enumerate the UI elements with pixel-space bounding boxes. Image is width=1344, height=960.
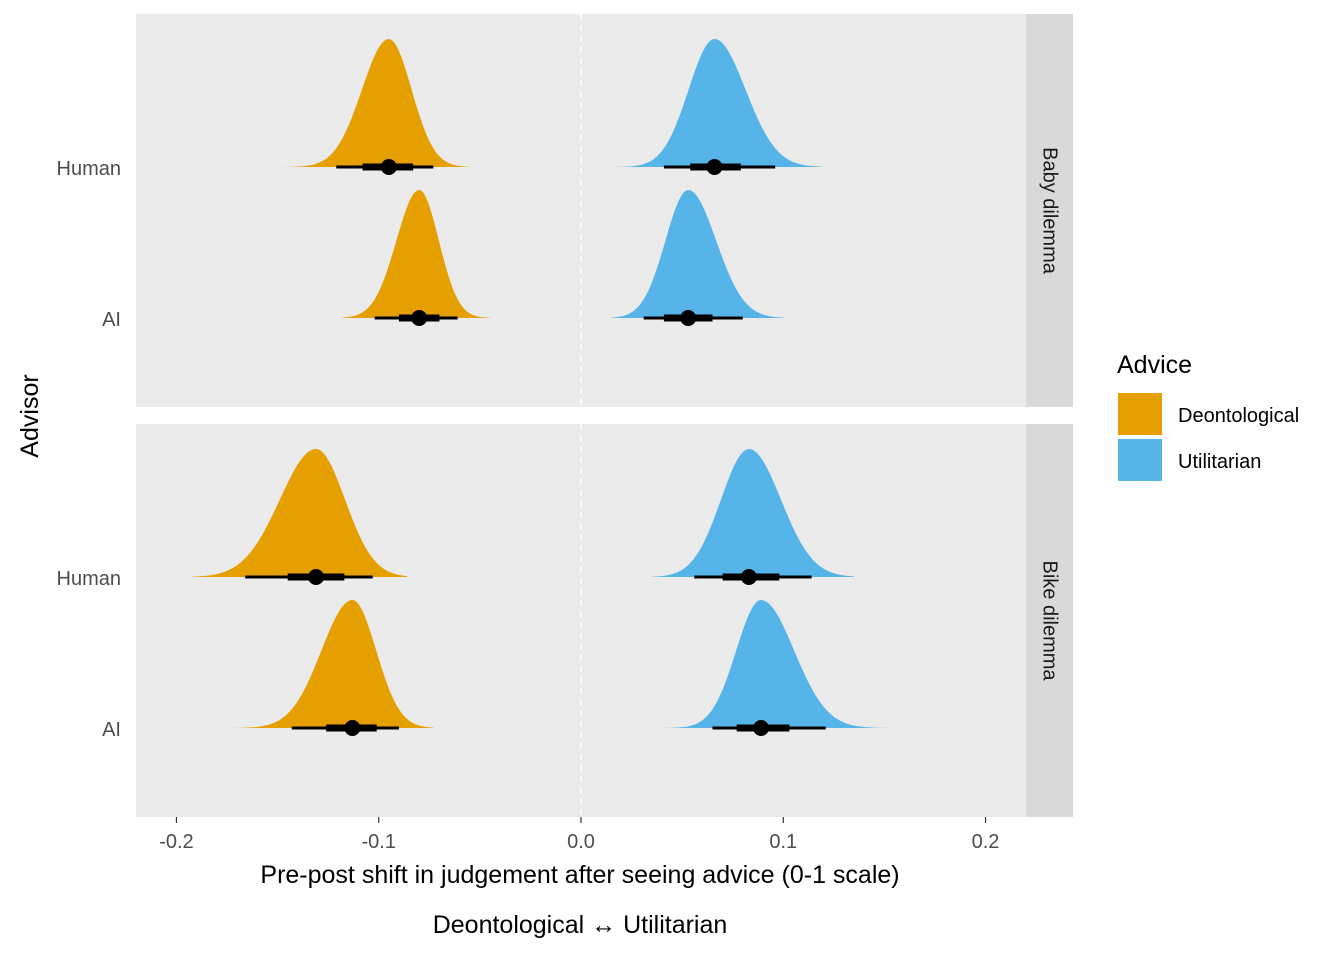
y-tick-label: AI	[102, 309, 121, 331]
panel-bike-dilemma: Bike dilemma Human AI	[57, 424, 1073, 817]
x-tick-label: -0.1	[361, 831, 395, 853]
median-point-human-deontological	[380, 159, 397, 175]
legend-swatch-deontological	[1116, 391, 1164, 437]
x-tick-label: 0.1	[769, 831, 797, 853]
panel-strip-label: Baby dilemma	[1039, 147, 1061, 275]
x-tick-label: 0.2	[972, 831, 1000, 853]
density-human-utilitarian	[651, 449, 855, 577]
x-axis-title: Pre-post shift in judgement after seeing…	[260, 861, 899, 889]
y-tick-label: Human	[57, 568, 121, 590]
panel-background	[136, 424, 1026, 817]
y-tick-label: Human	[57, 158, 121, 180]
x-axis: -0.2 -0.1 0.0 0.1 0.2	[159, 817, 999, 853]
median-point-human-utilitarian	[706, 159, 723, 175]
density-human-deontological	[271, 39, 470, 167]
median-point-ai-utilitarian	[680, 310, 697, 326]
density-ai-utilitarian	[661, 600, 891, 728]
panel-strip-label: Bike dilemma	[1039, 560, 1061, 681]
density-human-deontological	[192, 449, 408, 577]
legend-title: Advice	[1117, 351, 1192, 379]
panel-strip	[1026, 14, 1073, 407]
legend-label-utilitarian: Utilitarian	[1178, 451, 1261, 473]
x-tick-label: 0.0	[567, 831, 595, 853]
panel-baby-dilemma: Baby dilemma Human AI	[57, 14, 1073, 407]
legend-swatch-utilitarian	[1116, 437, 1164, 483]
density-human-utilitarian	[609, 39, 822, 168]
legend-label-deontological: Deontological	[1178, 405, 1299, 427]
median-point-ai-deontological	[411, 310, 428, 326]
density-ai-utilitarian	[611, 190, 784, 318]
legend: Advice Deontological Utilitarian	[1116, 351, 1299, 483]
median-point-ai-deontological	[344, 720, 361, 736]
median-point-human-utilitarian	[740, 569, 757, 585]
x-axis-subtitle: Deontological ↔ Utilitarian	[433, 911, 728, 939]
median-point-human-deontological	[308, 569, 325, 585]
density-ai-deontological	[233, 600, 434, 728]
y-tick-label: AI	[102, 719, 121, 741]
panel-strip	[1026, 424, 1073, 817]
x-tick-label: -0.2	[159, 831, 193, 853]
y-axis-title: Advisor	[16, 374, 44, 457]
panels: Baby dilemma Human AI Bike dilemma Human AI	[57, 14, 1073, 817]
density-ai-deontological	[342, 190, 492, 318]
median-point-ai-utilitarian	[753, 720, 770, 736]
panel-background	[136, 14, 1026, 407]
